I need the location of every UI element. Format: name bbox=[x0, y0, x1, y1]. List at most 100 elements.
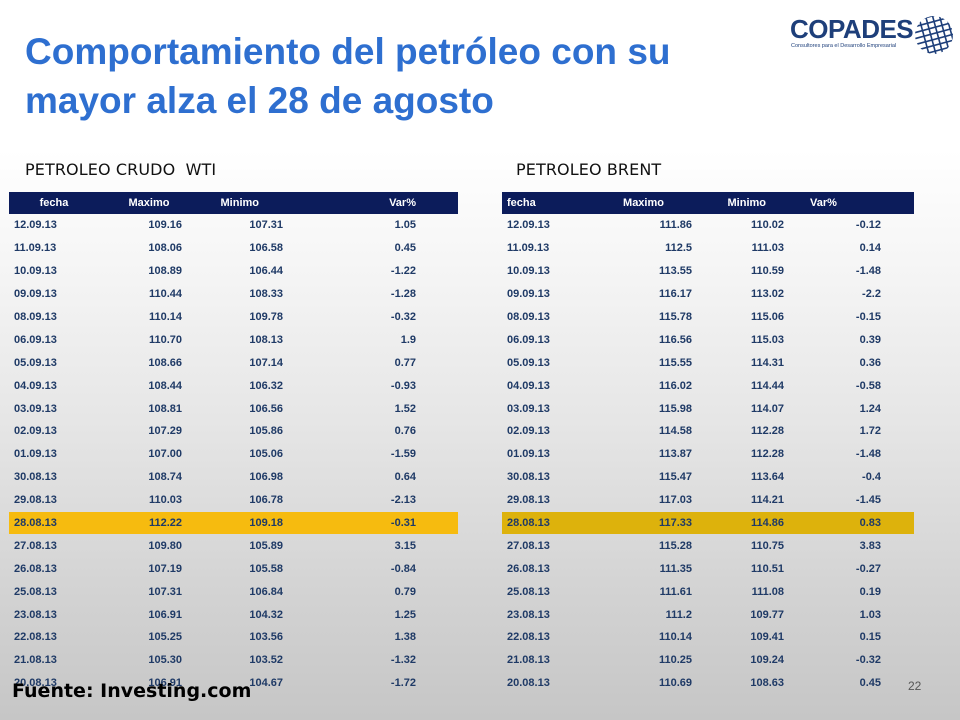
table-row: 03.09.13 115.98 114.07 1.24 bbox=[502, 397, 914, 420]
table-row: 01.09.13 107.00 105.06 -1.59 bbox=[9, 443, 458, 466]
date-cell: 28.08.13 bbox=[502, 511, 586, 535]
max-cell: 107.00 bbox=[148, 448, 182, 461]
table-row: 11.09.13 108.06 106.58 0.45 bbox=[9, 237, 458, 260]
max-cell: 107.29 bbox=[148, 425, 182, 438]
min-cell: 109.24 bbox=[750, 654, 784, 667]
min-cell: 114.21 bbox=[750, 494, 784, 507]
date-cell: 03.09.13 bbox=[14, 402, 57, 415]
date-cell: 23.08.13 bbox=[14, 608, 57, 621]
min-cell: 114.44 bbox=[750, 379, 784, 392]
min-cell: 106.98 bbox=[249, 471, 283, 484]
var-cell: 0.45 bbox=[394, 242, 416, 255]
date-cell: 27.08.13 bbox=[507, 539, 550, 552]
table-row: 30.08.13 108.74 106.98 0.64 bbox=[9, 466, 458, 489]
max-cell: 111.35 bbox=[659, 562, 692, 575]
date-cell: 30.08.13 bbox=[14, 471, 57, 484]
date-cell: 01.09.13 bbox=[14, 448, 57, 461]
min-cell: 112.28 bbox=[750, 448, 784, 461]
table-row: 25.08.13 107.31 106.84 0.79 bbox=[9, 580, 458, 603]
max-cell: 111.2 bbox=[665, 608, 692, 621]
var-cell: -2.2 bbox=[862, 288, 881, 301]
var-cell: 3.83 bbox=[859, 539, 881, 552]
date-cell: 09.09.13 bbox=[507, 288, 550, 301]
max-cell: 105.25 bbox=[148, 631, 182, 644]
table-row: 06.09.13 110.70 108.13 1.9 bbox=[9, 328, 458, 351]
brent-section-title: PETROLEO BRENT bbox=[516, 160, 662, 179]
date-cell: 10.09.13 bbox=[507, 265, 550, 278]
max-cell: 114.58 bbox=[658, 425, 692, 438]
var-cell: -0.15 bbox=[855, 311, 881, 323]
min-cell: 105.06 bbox=[249, 448, 283, 461]
max-cell: 110.44 bbox=[148, 288, 182, 301]
table-row: 20.08.13 110.69 108.63 0.45 bbox=[502, 672, 914, 695]
table-row: 06.09.13 116.56 115.03 0.39 bbox=[502, 328, 914, 351]
max-cell: 115.98 bbox=[658, 402, 692, 415]
table-row: 28.08.13 112.22 109.18 -0.31 bbox=[9, 511, 458, 535]
var-cell: 0.36 bbox=[859, 356, 881, 369]
date-cell: 26.08.13 bbox=[507, 562, 550, 575]
var-cell: 0.79 bbox=[394, 585, 416, 598]
min-cell: 110.59 bbox=[750, 265, 784, 278]
min-cell: 103.56 bbox=[249, 631, 283, 644]
var-cell: -0.84 bbox=[390, 562, 416, 575]
column-header-minimo: Minimo bbox=[692, 192, 784, 214]
date-cell: 11.09.13 bbox=[14, 242, 57, 255]
wti-table: fecha Maximo Minimo Var% 12.09.13 109.16 1… bbox=[9, 192, 458, 695]
date-cell: 03.09.13 bbox=[507, 402, 550, 415]
min-cell: 114.07 bbox=[750, 402, 784, 415]
table-row: 05.09.13 115.55 114.31 0.36 bbox=[502, 351, 914, 374]
var-cell: 0.45 bbox=[859, 677, 881, 690]
min-cell: 115.03 bbox=[750, 333, 784, 346]
date-cell: 21.08.13 bbox=[507, 654, 550, 667]
date-cell: 08.09.13 bbox=[14, 311, 57, 323]
date-cell: 28.08.13 bbox=[9, 511, 99, 535]
table-row: 26.08.13 107.19 105.58 -0.84 bbox=[9, 557, 458, 580]
max-cell: 116.56 bbox=[658, 333, 692, 346]
max-cell: 108.06 bbox=[148, 242, 182, 255]
max-cell: 106.91 bbox=[148, 677, 182, 690]
date-cell: 08.09.13 bbox=[507, 311, 550, 323]
max-cell: 115.78 bbox=[658, 311, 692, 323]
date-cell: 22.08.13 bbox=[507, 631, 550, 644]
min-cell: 109.77 bbox=[750, 608, 784, 621]
max-cell: 108.74 bbox=[148, 471, 182, 484]
var-cell: 0.19 bbox=[859, 585, 881, 598]
min-cell: 105.89 bbox=[249, 539, 283, 552]
min-cell: 111.08 bbox=[751, 585, 784, 598]
date-cell: 11.09.13 bbox=[507, 242, 550, 255]
source-note: Fuente: Investing.com bbox=[12, 680, 252, 702]
min-cell: 106.78 bbox=[249, 494, 283, 507]
logo-text: COPADES bbox=[790, 14, 914, 44]
max-cell: 111.61 bbox=[659, 585, 692, 598]
var-cell: 1.38 bbox=[394, 631, 416, 644]
min-cell: 108.13 bbox=[249, 333, 283, 346]
max-cell: 108.89 bbox=[148, 265, 182, 278]
var-cell: -1.72 bbox=[390, 677, 416, 690]
table-row: 02.09.13 114.58 112.28 1.72 bbox=[502, 420, 914, 443]
logo-globe-icon bbox=[915, 16, 953, 54]
table-row: 12.09.13 109.16 107.31 1.05 bbox=[9, 214, 458, 237]
min-cell: 105.86 bbox=[249, 425, 283, 438]
max-cell: 107.19 bbox=[148, 562, 182, 575]
table-row: 23.08.13 111.2 109.77 1.03 bbox=[502, 603, 914, 626]
max-cell: 112.5 bbox=[665, 242, 692, 255]
var-cell: -1.32 bbox=[390, 654, 416, 667]
var-cell: -1.48 bbox=[855, 448, 881, 461]
min-cell: 105.58 bbox=[249, 562, 283, 575]
min-cell: 113.02 bbox=[750, 288, 784, 301]
date-cell: 25.08.13 bbox=[14, 585, 57, 598]
var-cell: -0.27 bbox=[855, 562, 881, 575]
table-row: 26.08.13 111.35 110.51 -0.27 bbox=[502, 557, 914, 580]
var-cell: 0.39 bbox=[859, 333, 881, 346]
table-row: 28.08.13 117.33 114.86 0.83 bbox=[502, 511, 914, 535]
table-row: 09.09.13 116.17 113.02 -2.2 bbox=[502, 283, 914, 306]
min-cell: 110.51 bbox=[750, 562, 784, 575]
min-cell: 111.03 bbox=[751, 242, 784, 255]
title-background bbox=[10, 18, 782, 130]
table-row: 30.08.13 115.47 113.64 -0.4 bbox=[502, 466, 914, 489]
max-cell: 117.03 bbox=[658, 494, 692, 507]
table-row: 01.09.13 113.87 112.28 -1.48 bbox=[502, 443, 914, 466]
var-cell: -1.22 bbox=[390, 265, 416, 278]
min-cell: 103.52 bbox=[249, 654, 283, 667]
min-cell: 106.58 bbox=[249, 242, 283, 255]
